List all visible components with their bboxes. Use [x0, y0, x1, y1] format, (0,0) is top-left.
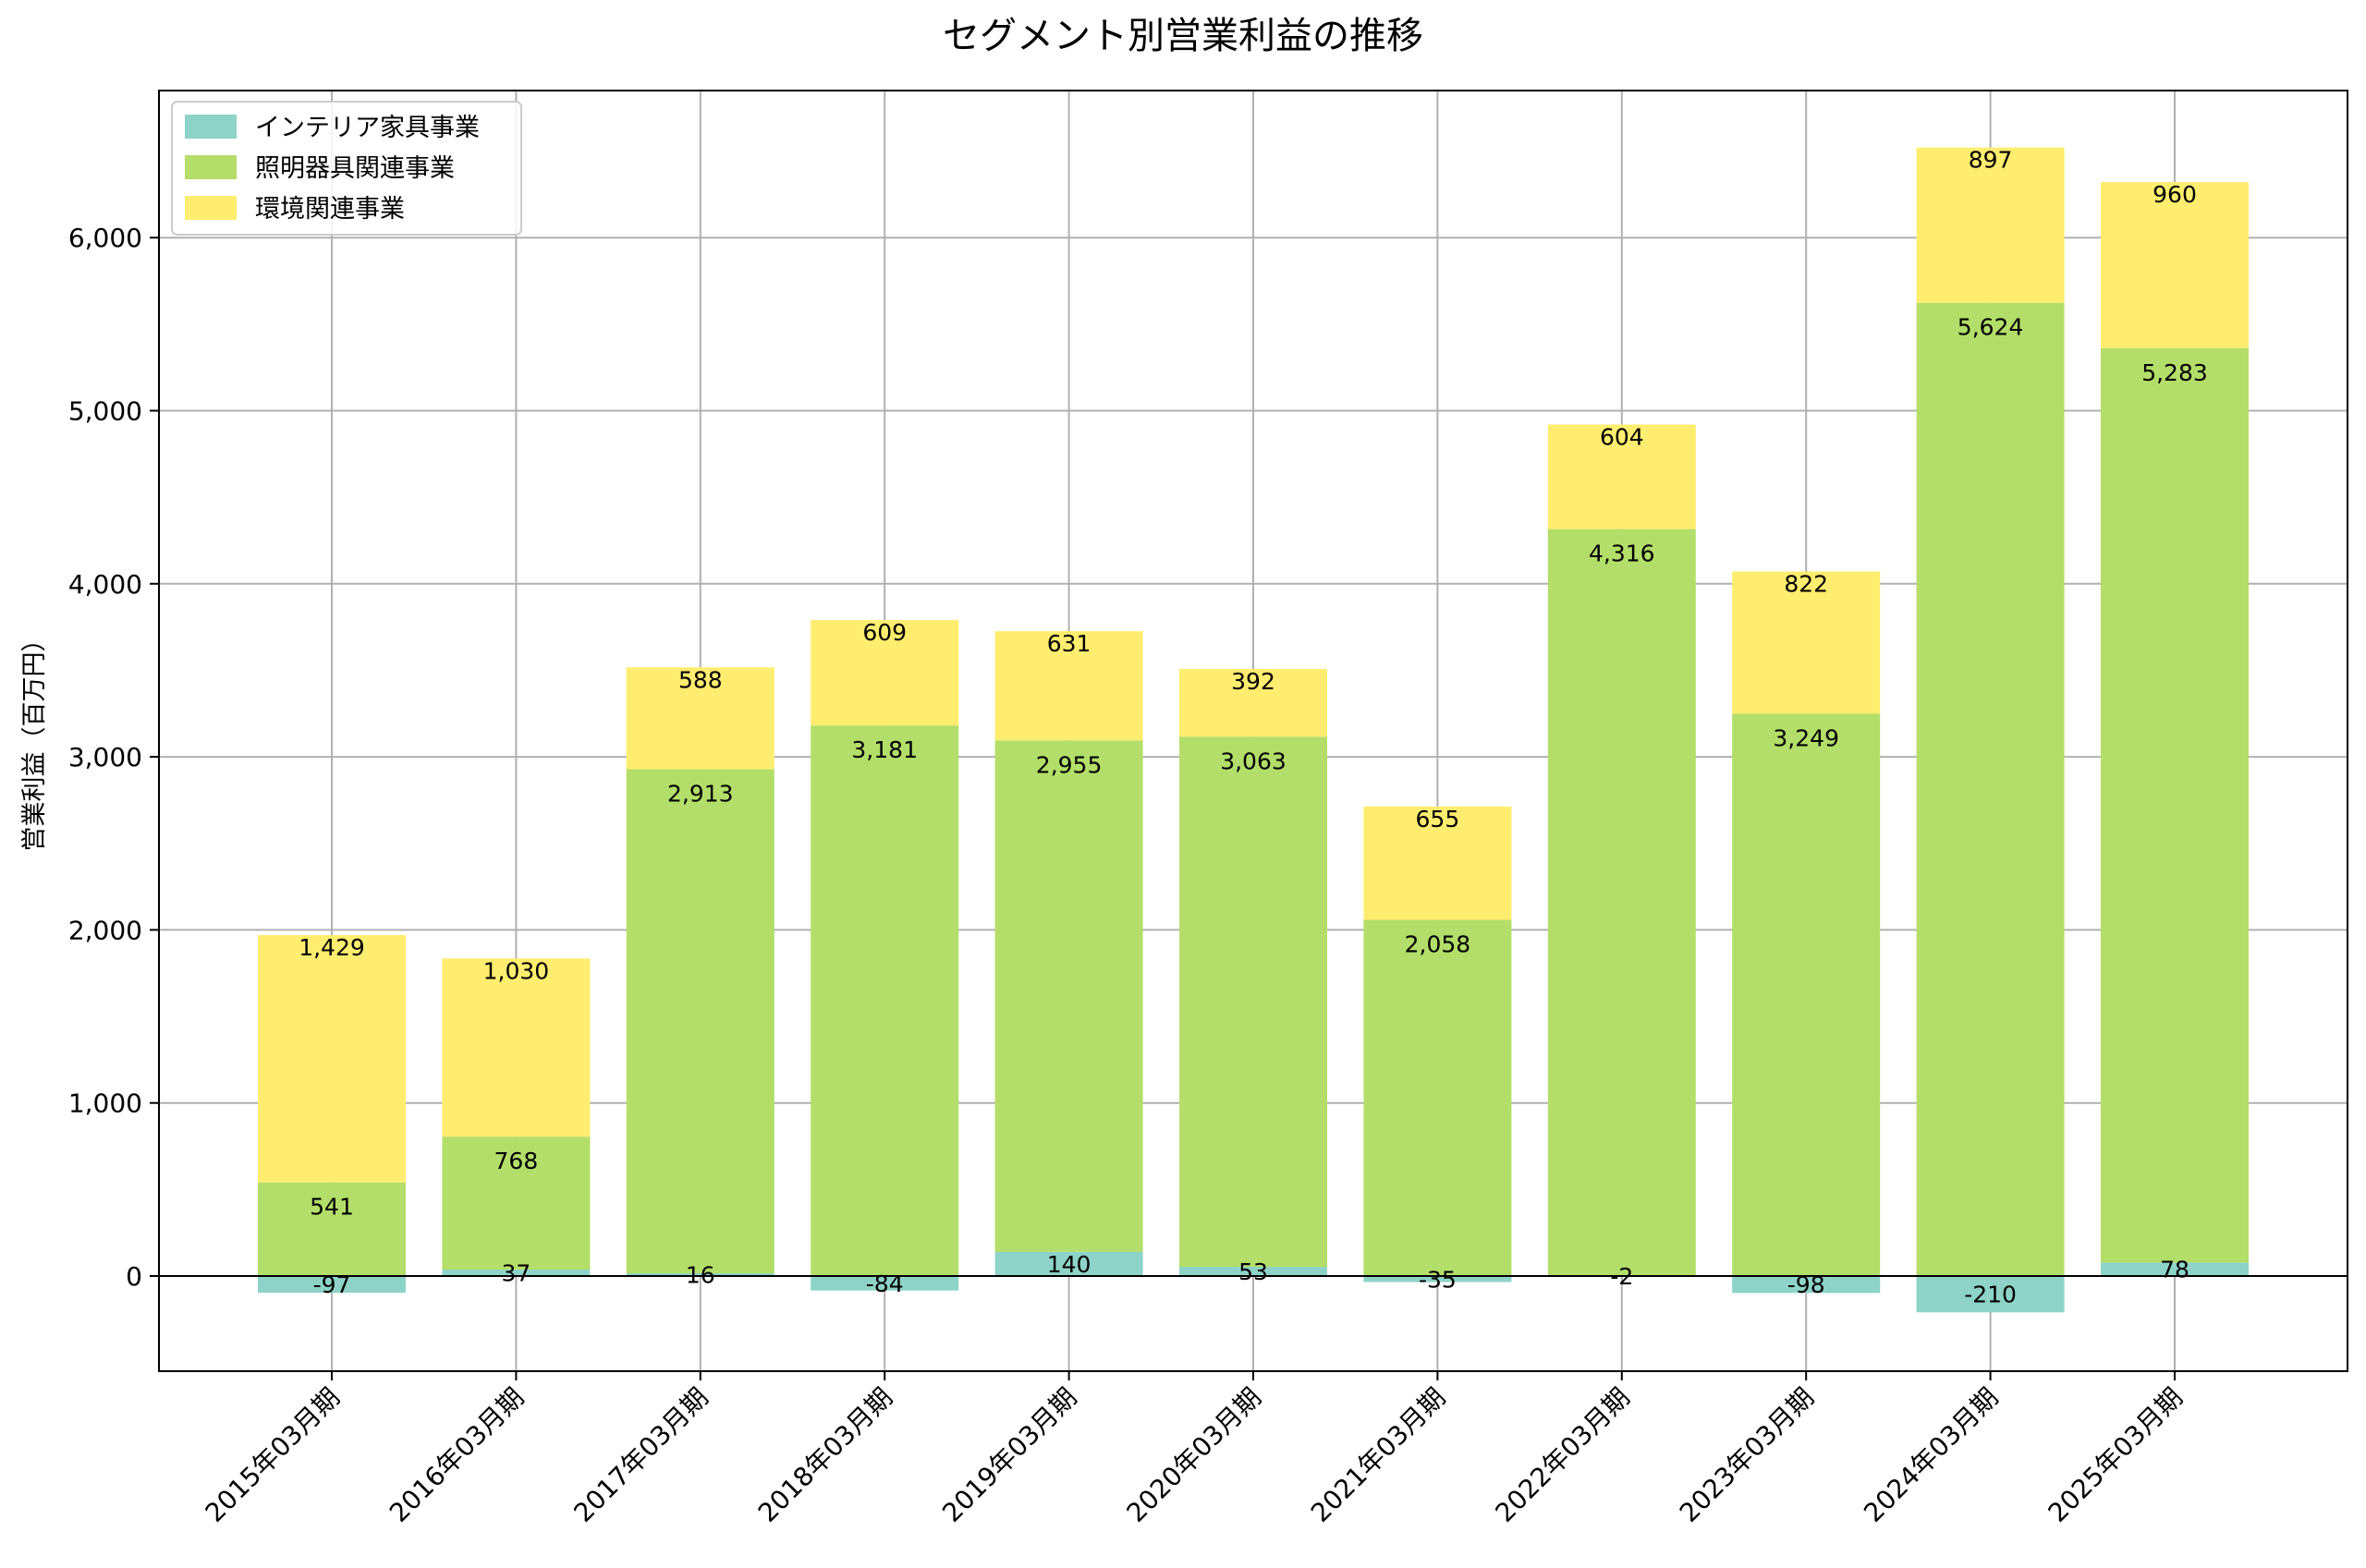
data-label-interior: 37: [501, 1260, 531, 1287]
legend-label: 環境関連事業: [255, 195, 405, 224]
y-tick-label: 3,000: [68, 742, 142, 772]
data-label-environment: 392: [1231, 668, 1275, 695]
data-label-environment: 604: [1600, 423, 1644, 450]
bar-lighting: [626, 769, 774, 1273]
bar-interior: [1179, 1267, 1327, 1276]
data-label-lighting: 3,181: [851, 736, 918, 763]
legend-label: インテリア家具事業: [255, 114, 480, 142]
bar-lighting: [1179, 736, 1327, 1268]
y-tick-label: 0: [126, 1261, 142, 1292]
data-label-lighting: 2,913: [667, 780, 734, 807]
bar-environment: [1363, 806, 1512, 920]
bar-interior: [626, 1272, 774, 1276]
data-label-environment: 655: [1416, 806, 1460, 833]
bars: [258, 147, 2249, 1313]
bar-lighting: [1363, 919, 1512, 1276]
chart-title: セグメント別営業利益の推移: [943, 15, 1423, 57]
x-tick-label: 2020年03月期: [1121, 1382, 1267, 1528]
data-label-lighting: 3,249: [1773, 724, 1839, 751]
bar-environment: [1179, 668, 1327, 737]
data-label-environment: 631: [1047, 630, 1092, 657]
data-label-environment: 588: [678, 666, 723, 693]
x-tick-label: 2016年03月期: [384, 1382, 530, 1528]
y-tick-label: 6,000: [68, 223, 142, 253]
bar-lighting: [442, 1136, 591, 1270]
legend-label: 照明器具関連事業: [255, 154, 455, 183]
y-axis-label: 営業利益（百万円）: [20, 627, 49, 852]
x-tick-label: 2024年03月期: [1858, 1382, 2004, 1528]
bar-environment: [1732, 571, 1881, 714]
data-label-environment: 897: [1969, 147, 2013, 174]
x-tick-label: 2018年03月期: [752, 1382, 898, 1528]
bar-lighting: [258, 1182, 406, 1276]
data-label-interior: 140: [1047, 1251, 1092, 1278]
legend-swatch: [185, 196, 237, 220]
y-tick-label: 5,000: [68, 396, 142, 427]
data-label-lighting: 768: [494, 1148, 539, 1174]
data-label-lighting: 3,063: [1220, 748, 1287, 774]
bar-interior: [442, 1270, 591, 1276]
bar-lighting: [1916, 302, 2065, 1276]
data-label-lighting: 2,955: [1036, 751, 1103, 778]
bar-environment: [258, 935, 406, 1183]
x-tick-label: 2025年03月期: [2043, 1382, 2189, 1528]
data-labels: -975411,429377681,030162,913588-843,1816…: [299, 147, 2208, 1308]
bar-environment: [994, 631, 1143, 741]
x-tick-label: 2021年03月期: [1305, 1382, 1451, 1528]
data-label-lighting: 5,283: [2141, 359, 2208, 386]
data-label-environment: 609: [862, 619, 907, 646]
bar-interior: [1363, 1275, 1512, 1282]
data-label-environment: 1,030: [483, 957, 550, 984]
data-label-interior: 53: [1238, 1258, 1268, 1285]
bar-lighting: [811, 725, 959, 1276]
data-label-environment: 1,429: [299, 934, 365, 961]
bar-interior: [258, 1275, 406, 1294]
legend-box: [171, 101, 522, 236]
bar-environment: [811, 620, 959, 726]
data-label-environment: 960: [2153, 181, 2197, 208]
x-tick-label: 2023年03月期: [1674, 1382, 1820, 1528]
data-label-interior: -210: [1964, 1282, 2017, 1308]
x-tick-label: 2017年03月期: [567, 1382, 713, 1528]
x-tick-label: 2015年03月期: [200, 1382, 346, 1528]
bar-interior: [2101, 1262, 2249, 1276]
y-tick-label: 1,000: [68, 1088, 142, 1119]
bar-environment: [626, 667, 774, 770]
data-label-environment: 822: [1784, 570, 1828, 597]
data-label-lighting: 4,316: [1589, 541, 1655, 567]
data-label-lighting: 541: [310, 1194, 354, 1221]
x-tick-label: 2019年03月期: [936, 1382, 1082, 1528]
data-label-interior: -84: [866, 1270, 904, 1297]
bar-environment: [2101, 182, 2249, 348]
bar-interior: [1916, 1275, 2065, 1313]
bar-lighting: [2101, 347, 2249, 1263]
y-tick-label: 4,000: [68, 569, 142, 600]
bar-lighting: [1732, 713, 1881, 1276]
y-tick-label: 2,000: [68, 915, 142, 945]
bar-lighting: [994, 740, 1143, 1252]
legend-swatch: [185, 115, 237, 139]
bar-environment: [442, 958, 591, 1137]
bar-environment: [1916, 147, 2065, 303]
data-label-interior: -35: [1419, 1266, 1457, 1293]
data-label-lighting: 2,058: [1405, 931, 1471, 958]
bar-interior: [994, 1251, 1143, 1276]
bar-interior: [1732, 1275, 1881, 1294]
bar-interior: [811, 1275, 959, 1291]
x-tick-label: 2022年03月期: [1489, 1382, 1635, 1528]
bar-environment: [1547, 424, 1696, 529]
legend-swatch: [185, 155, 237, 179]
bar-lighting: [1547, 529, 1696, 1276]
data-label-lighting: 5,624: [1957, 314, 2024, 341]
data-label-interior: 78: [2160, 1257, 2189, 1283]
